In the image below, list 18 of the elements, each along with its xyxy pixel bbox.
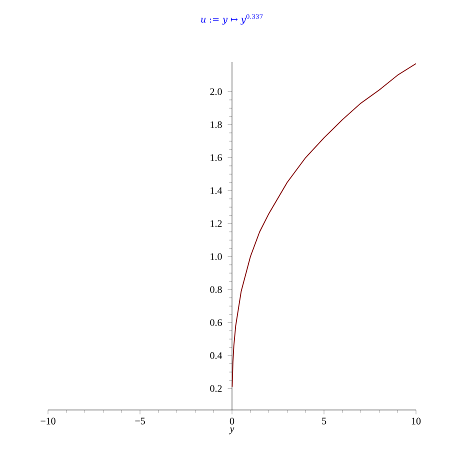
y-tick-label: 1.2: [210, 220, 222, 227]
x-tick-label: 0: [230, 418, 234, 424]
y-tick-label: 0.8: [210, 286, 222, 293]
y-tick-label: 0.6: [210, 319, 222, 326]
y-tick-label: 1.4: [210, 187, 222, 194]
x-tick-label: −5: [135, 418, 145, 424]
y-tick-label: 1.0: [210, 253, 222, 260]
chart-title: u := y ↦ y$^{0.337}$: [201, 14, 263, 24]
x-axis-title: y: [228, 428, 234, 434]
x-tick-label: 10: [412, 418, 421, 424]
x-tick-label: 5: [322, 418, 326, 424]
y-tick-label: 0.2: [210, 385, 222, 392]
y-tick-label: 2.0: [210, 88, 222, 96]
line-series: [232, 63, 416, 388]
x-tick-label: −10: [40, 418, 56, 424]
y-tick-label: 1.6: [210, 154, 222, 162]
y-tick-label: 1.8: [210, 121, 222, 128]
y-tick-label: 0.4: [210, 352, 222, 359]
